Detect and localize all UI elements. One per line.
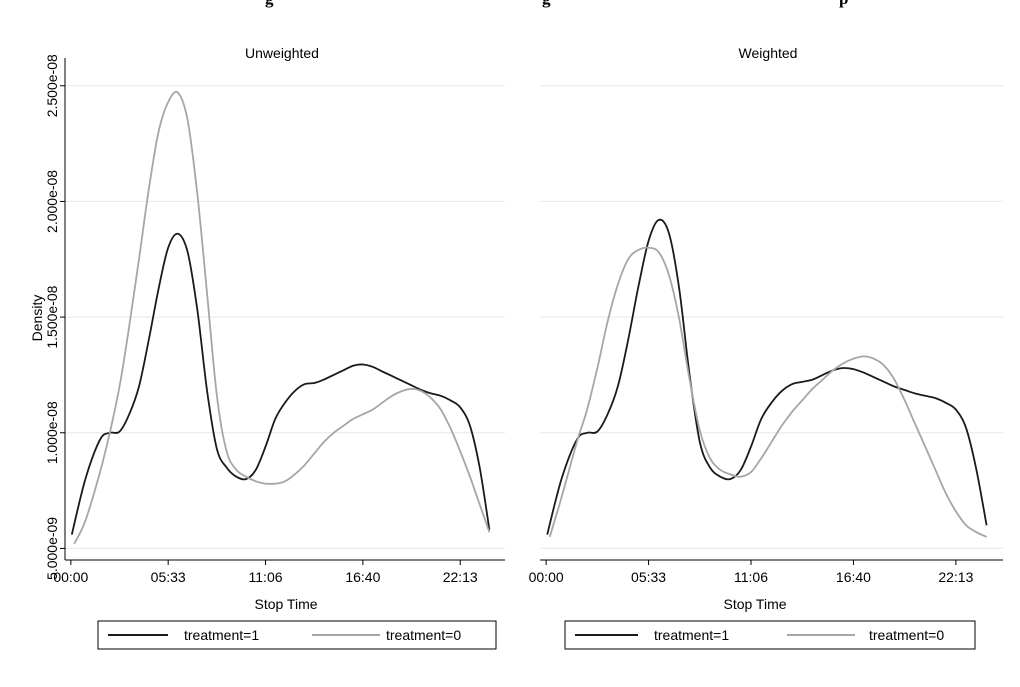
- legend-label-treatment-1: treatment=1: [184, 627, 259, 643]
- panel-unweighted: Unweighted Density 5.000e-09 1.000e-08 1.5…: [29, 45, 505, 650]
- panel-weighted: Weighted 00:00 05:33 11:06 16:40 22:13 Stop …: [529, 45, 1003, 650]
- panel-title: Weighted: [739, 45, 798, 61]
- panel-title: Unweighted: [245, 45, 319, 61]
- series-line-treatment-0: [548, 246, 987, 538]
- y-tick-label: 2.000e-08: [44, 170, 60, 233]
- x-tick-label: 16:40: [836, 569, 871, 585]
- title-fragment-1: g: [265, 0, 274, 8]
- series-line-treatment-0: [73, 91, 491, 545]
- gridlines: [65, 85, 505, 549]
- x-tick-label: 11:06: [734, 569, 768, 585]
- series-group: [546, 218, 988, 538]
- legend-label-treatment-1: treatment=1: [654, 627, 729, 643]
- y-tick-label: 1.500e-08: [44, 285, 60, 348]
- x-tick-label: 11:06: [249, 569, 283, 585]
- x-axis-label: Stop Time: [254, 596, 317, 612]
- x-tick-label: 22:13: [938, 569, 973, 585]
- y-ticks: 5.000e-09 1.000e-08 1.500e-08 2.000e-08 2.50…: [44, 54, 65, 580]
- y-axis-label: Density: [29, 295, 45, 342]
- x-tick-label: 05:33: [151, 569, 186, 585]
- x-tick-label: 22:13: [443, 569, 478, 585]
- x-axis-label: Stop Time: [723, 596, 786, 612]
- x-tick-label: 00:00: [529, 569, 564, 585]
- x-tick-label: 05:33: [631, 569, 666, 585]
- legend-box: [97, 620, 497, 650]
- series-line-treatment-1: [546, 218, 988, 535]
- series-group: [70, 91, 491, 545]
- x-tick-label: 16:40: [345, 569, 380, 585]
- legend-label-treatment-0: treatment=0: [386, 627, 461, 643]
- legend: treatment=1 treatment=0: [97, 620, 497, 650]
- title-fragment-3: p: [839, 0, 848, 8]
- x-ticks: 00:00 05:33 11:06 16:40 22:13: [53, 560, 478, 585]
- y-tick-label: 5.000e-09: [44, 517, 60, 580]
- y-tick-label: 1.000e-08: [44, 401, 60, 464]
- legend-label-treatment-0: treatment=0: [869, 627, 944, 643]
- y-tick-label: 2.500e-08: [44, 54, 60, 117]
- legend: treatment=1 treatment=0: [564, 620, 976, 650]
- series-line-treatment-1: [70, 232, 491, 535]
- x-ticks: 00:00 05:33 11:06 16:40 22:13: [529, 560, 974, 585]
- figure-title-cut: g g p: [265, 0, 848, 8]
- title-fragment-2: g: [542, 0, 551, 8]
- x-tick-label: 00:00: [53, 569, 88, 585]
- gridlines: [540, 85, 1003, 549]
